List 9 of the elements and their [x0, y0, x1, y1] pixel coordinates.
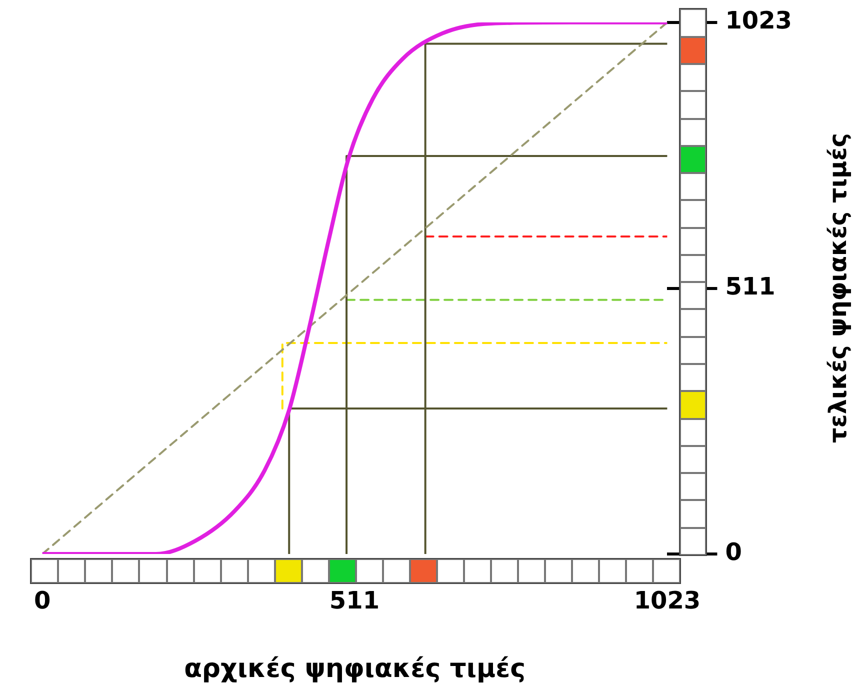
y-tick-label: 0	[725, 538, 742, 566]
x-axis-title: αρχικές ψηφιακές τιμές	[184, 654, 526, 684]
x-tick-label: 0	[34, 586, 51, 615]
line-series	[42, 22, 668, 554]
y-axis-title: τελικές ψηφιακές τιμές	[824, 133, 852, 444]
x-tick-label: 511	[329, 586, 380, 615]
x-tick-label: 1023	[634, 586, 701, 615]
y-tick-label: 1023	[725, 6, 792, 35]
y-tick-label: 511	[725, 272, 776, 301]
